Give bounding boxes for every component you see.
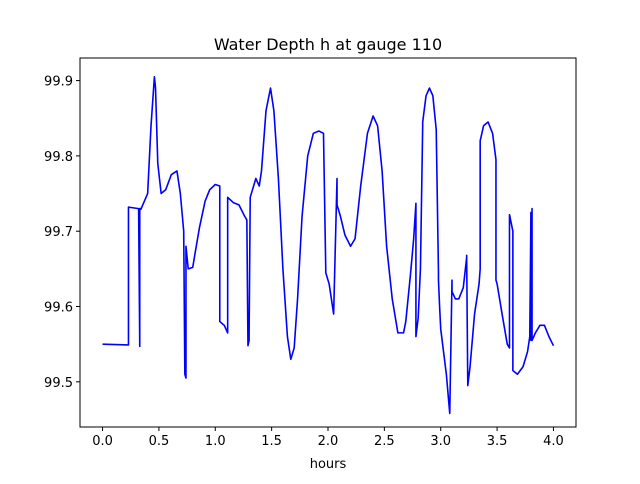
y-tick-label: 99.5 [44, 376, 73, 391]
x-axis-ticks: 0.0 0.5 1.0 1.5 2.0 2.5 3.0 3.5 4.0 [92, 427, 564, 449]
y-tick-label: 99.9 [44, 75, 73, 90]
plot-area [102, 76, 555, 415]
y-tick-label: 99.6 [44, 301, 73, 316]
axes-frame [79, 57, 577, 428]
x-tick-label: 0.0 [92, 434, 113, 449]
x-tick-label: 2.0 [318, 434, 339, 449]
x-tick-label: 4.0 [543, 434, 564, 449]
x-axis-label: hours [310, 457, 347, 472]
y-tick-label: 99.7 [44, 225, 73, 240]
x-tick-label: 1.0 [205, 434, 226, 449]
x-tick-label: 0.5 [149, 434, 170, 449]
y-axis-ticks: 99.5 99.6 99.7 99.8 99.9 [44, 75, 80, 391]
x-tick-label: 1.5 [261, 434, 282, 449]
x-tick-label: 2.5 [374, 434, 395, 449]
y-tick-label: 99.8 [44, 150, 73, 165]
chart-title: Water Depth h at gauge 110 [214, 35, 442, 54]
x-tick-label: 3.5 [487, 434, 508, 449]
x-tick-label: 3.0 [430, 434, 451, 449]
series-line-0 [102, 76, 555, 415]
